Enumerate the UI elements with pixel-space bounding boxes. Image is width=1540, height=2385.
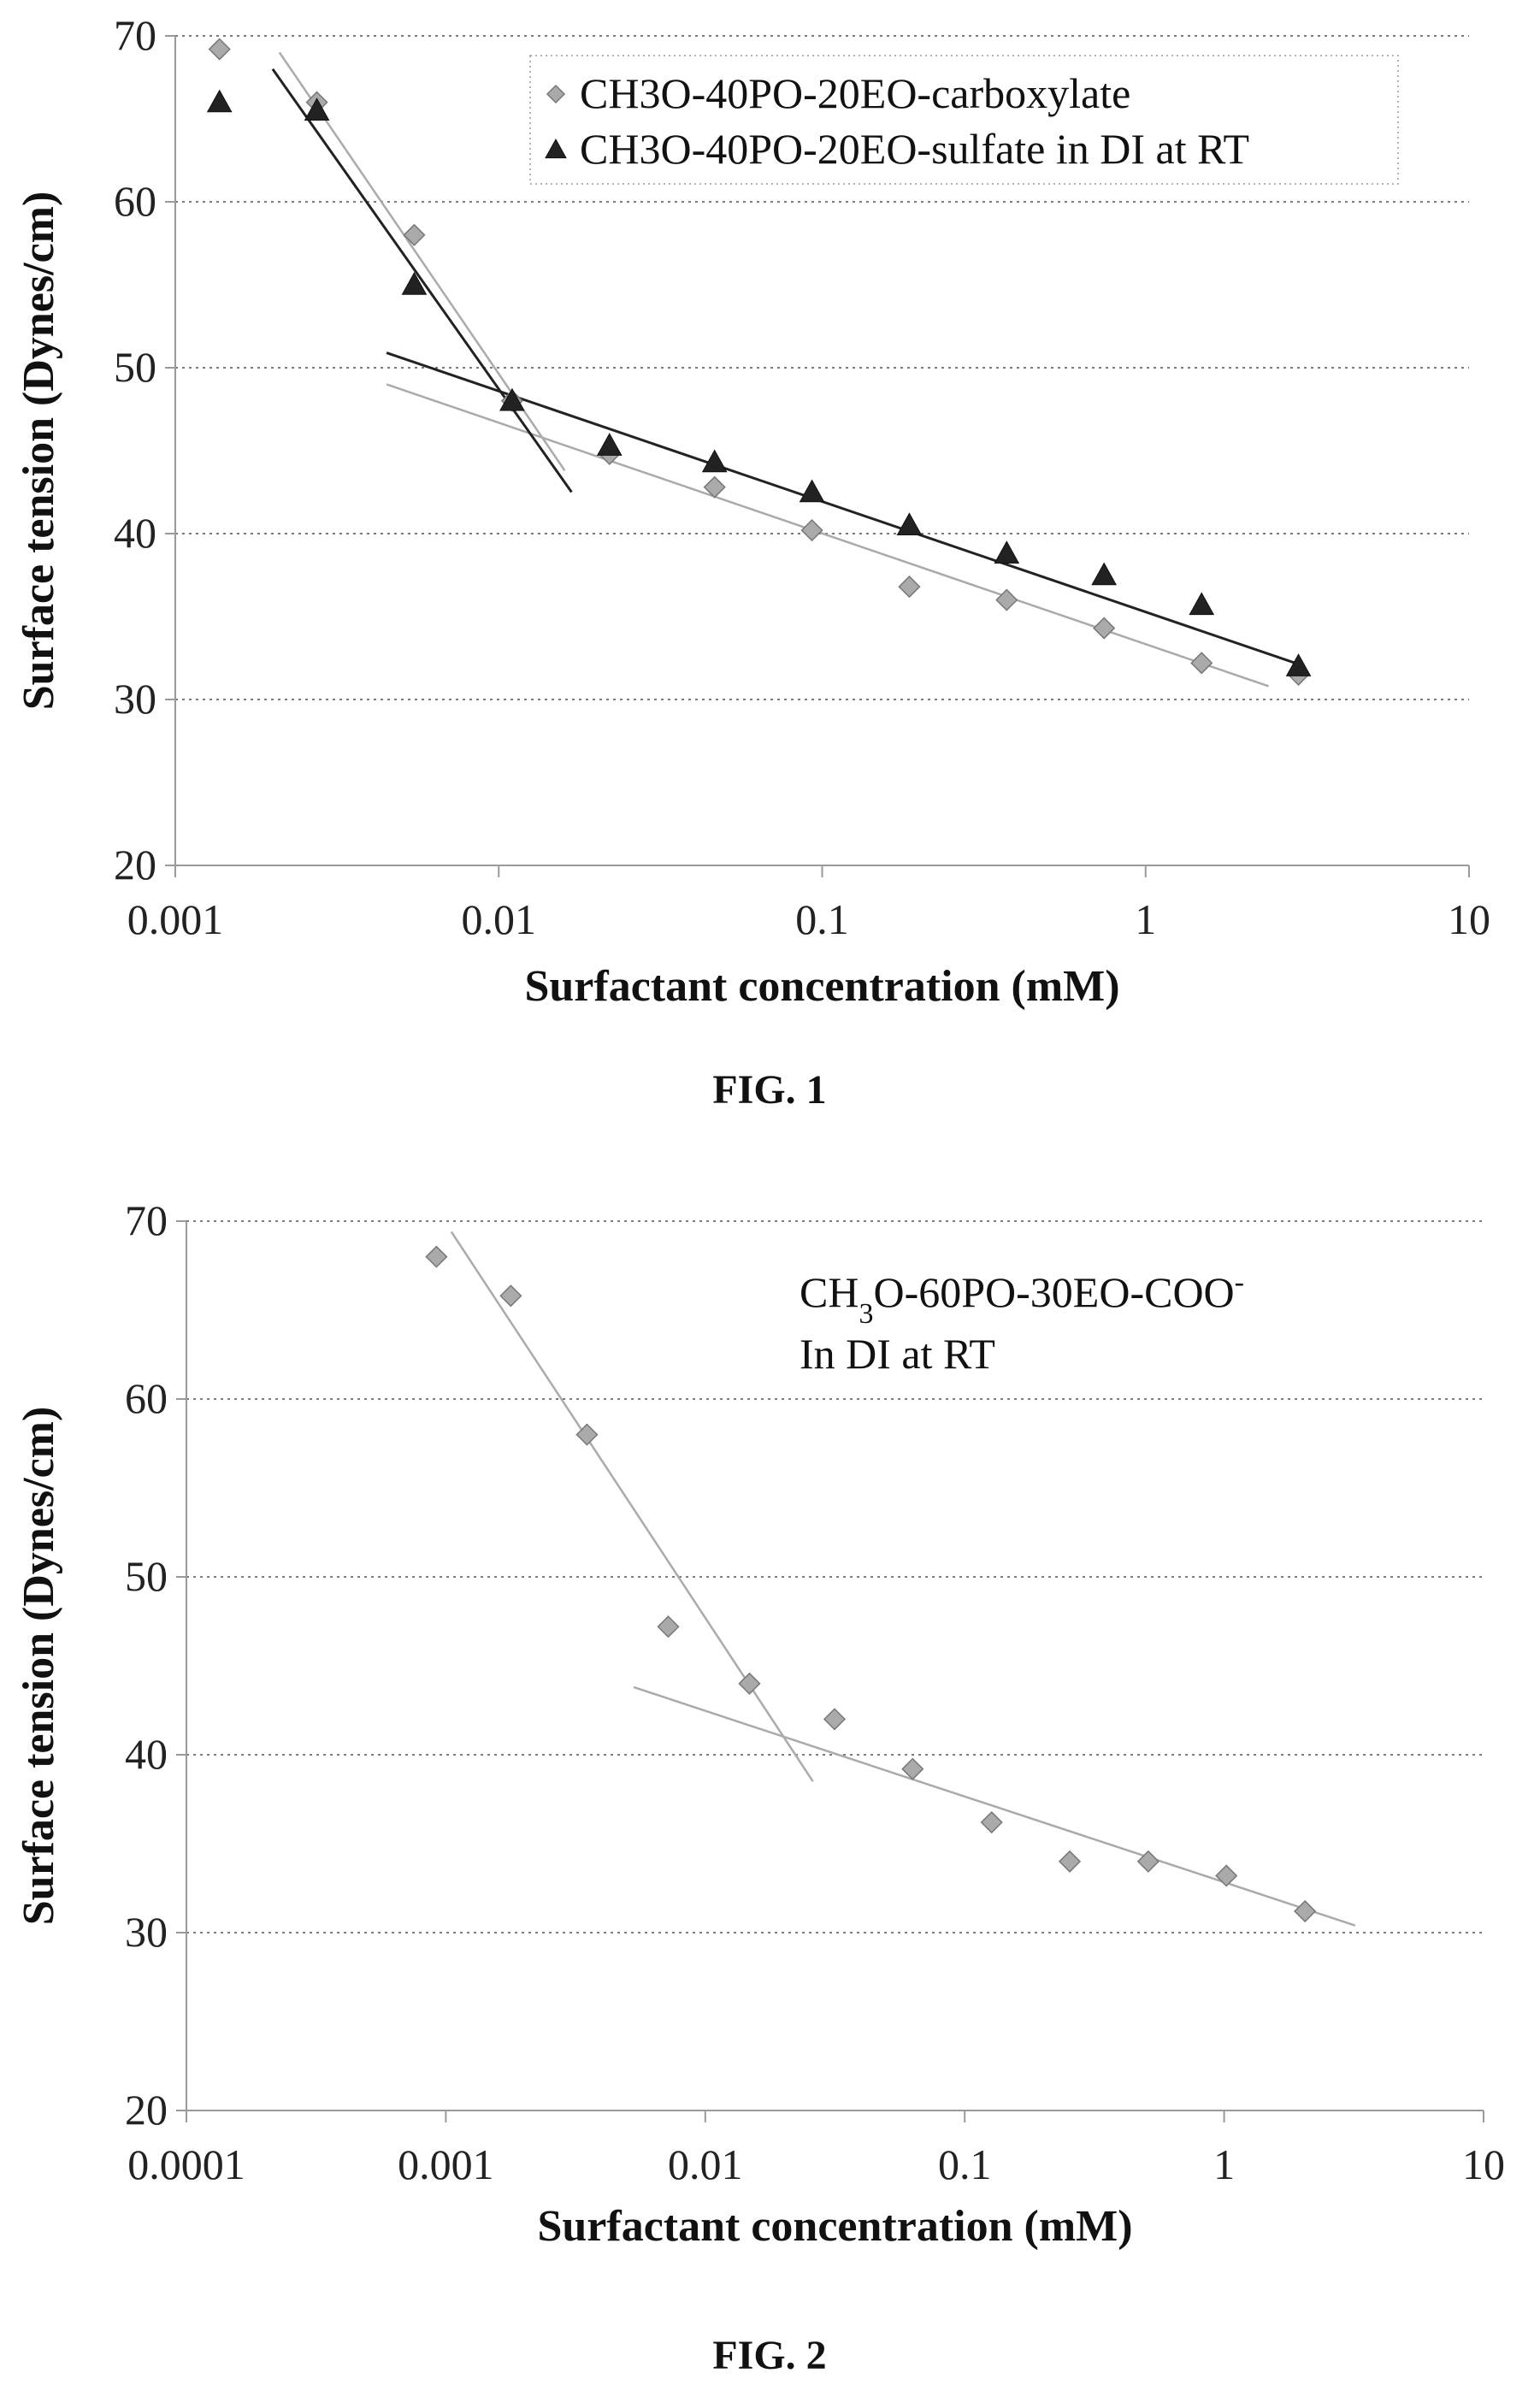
annotation-part: O-60PO-30EO-COO	[873, 1268, 1234, 1316]
legend-marker-triangle	[545, 138, 567, 159]
legend-marker-diamond	[546, 84, 566, 104]
trendline	[450, 1231, 814, 1782]
data-point-diamond	[425, 1245, 448, 1268]
data-point-triangle	[499, 387, 525, 411]
y-tick-label: 20	[125, 2086, 168, 2134]
data-point-diamond	[1136, 1850, 1159, 1873]
data-point-diamond	[823, 1708, 847, 1731]
data-point-diamond	[800, 519, 823, 542]
y-tick-label: 40	[125, 1730, 168, 1778]
data-point-diamond	[995, 588, 1018, 611]
data-point-diamond	[208, 38, 231, 61]
data-point-diamond	[980, 1810, 1003, 1834]
x-axis-title: Surfactant concentration (mM)	[537, 2202, 1132, 2251]
legend-label: CH3O-40PO-20EO-carboxylate	[580, 69, 1130, 117]
data-point-diamond	[901, 1757, 924, 1780]
trendline	[386, 351, 1296, 664]
x-tick-label: 0.01	[462, 895, 537, 943]
data-point-triangle	[304, 97, 330, 121]
data-point-diamond	[1190, 652, 1213, 675]
data-point-diamond	[738, 1672, 761, 1695]
data-point-triangle	[701, 449, 728, 473]
x-tick-label: 0.1	[938, 2140, 992, 2188]
x-tick-label: 0.001	[398, 2140, 494, 2188]
x-axis-title: Surfactant concentration (mM)	[524, 962, 1119, 1011]
data-point-triangle	[206, 89, 233, 113]
data-point-triangle	[1091, 562, 1118, 586]
y-tick-label: 60	[114, 177, 156, 225]
annotation-part: 3	[859, 1298, 873, 1330]
chart-2: 20 30 40 50 60 70 0.0001 0.001 0.01 0.1 1 10 Surfact…	[15, 1196, 1505, 2378]
data-point-diamond	[403, 223, 426, 246]
chart-1: 20 30 40 50 60 70 0.001 0.01 0.1 1 10 Surfactant co…	[15, 11, 1490, 1113]
legend: CH3O-40PO-20EO-carboxylate CH3O-40PO-20EO…	[529, 55, 1399, 185]
data-point-diamond	[575, 1423, 599, 1446]
y-tick-label: 50	[125, 1552, 168, 1600]
data-point-triangle	[401, 271, 428, 295]
data-point-triangle	[1189, 592, 1215, 616]
y-tick-label: 50	[114, 343, 156, 391]
legend-box	[529, 55, 1399, 185]
y-tick-label: 70	[114, 11, 156, 59]
annotation-line-1: CH3O-60PO-30EO-COO-	[800, 1266, 1244, 1330]
figure-caption: FIG. 2	[712, 2333, 826, 2378]
x-tick-label: 0.1	[795, 895, 849, 943]
x-tick-label: 1	[1213, 2140, 1235, 2188]
y-tick-label: 70	[125, 1196, 168, 1244]
y-axis-title: Surface tension (Dynes/cm)	[15, 1407, 63, 1926]
x-tick-label: 0.001	[127, 895, 224, 943]
data-point-diamond	[1215, 1864, 1238, 1887]
data-point-diamond	[1093, 617, 1116, 640]
x-tick-label: 10	[1462, 2140, 1505, 2188]
data-point-diamond	[1294, 1899, 1317, 1923]
x-tick-label: 1	[1135, 895, 1156, 943]
data-point-diamond	[898, 576, 921, 599]
data-point-triangle	[799, 479, 825, 503]
data-point-triangle	[896, 512, 923, 535]
y-tick-label: 20	[114, 841, 156, 888]
trendline	[386, 383, 1269, 688]
x-tick-label: 0.01	[668, 2140, 743, 2188]
annotation-line-2: In DI at RT	[800, 1330, 995, 1378]
legend-label: CH3O-40PO-20EO-sulfate in DI at RT	[580, 125, 1249, 173]
figure-caption: FIG. 1	[712, 1067, 826, 1113]
data-point-diamond	[1058, 1850, 1082, 1873]
trendline	[633, 1685, 1356, 1927]
data-point-triangle	[596, 433, 622, 456]
trendline	[271, 68, 573, 493]
data-point-triangle	[994, 540, 1020, 564]
data-point-diamond	[499, 1284, 522, 1308]
y-tick-label: 30	[114, 675, 156, 723]
data-point-triangle	[1285, 653, 1312, 676]
data-point-diamond	[703, 475, 726, 499]
data-point-diamond	[657, 1615, 680, 1638]
y-tick-label: 30	[125, 1908, 168, 1956]
y-tick-label: 60	[125, 1374, 168, 1422]
annotation-part: -	[1235, 1266, 1244, 1298]
y-axis-title: Surface tension (Dynes/cm)	[15, 192, 63, 711]
y-tick-label: 40	[114, 509, 156, 557]
x-tick-label: 10	[1448, 895, 1490, 943]
x-tick-label: 0.0001	[127, 2140, 245, 2188]
annotation-part: CH	[800, 1268, 859, 1316]
